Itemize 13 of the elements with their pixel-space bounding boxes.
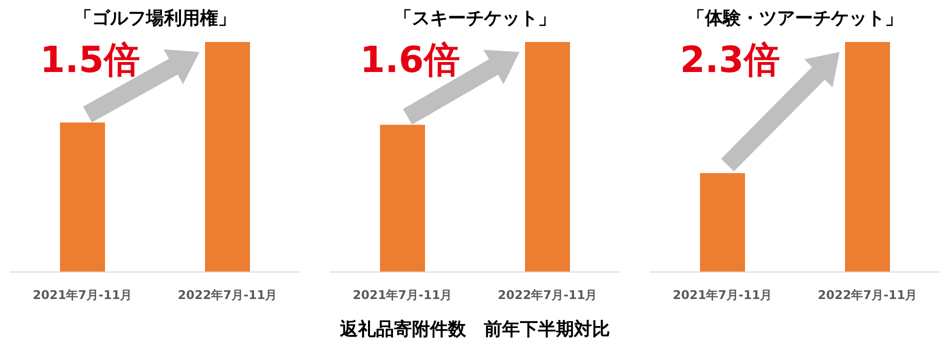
chart-title: 「体験・ツアーチケット」 [687,8,903,29]
x-tick-label: 2021年7月-11月 [672,288,772,302]
x-tick-label: 2022年7月-11月 [178,288,278,302]
annotation: 2.3倍 [680,40,780,81]
x-tick-label: 2022年7月-11月 [818,288,918,302]
x-tick-label: 2021年7月-11月 [32,288,132,302]
x-tick-label: 2022年7月-11月 [498,288,598,302]
chart-title: 「ゴルフ場利用権」 [74,8,236,29]
annotation: 1.6倍 [360,40,460,81]
x-tick-label: 2021年7月-11月 [352,288,452,302]
annotation: 1.5倍 [40,40,140,81]
chart-title: 「スキーチケット」 [394,8,556,29]
text: 返礼品寄附件数 前年下半期対比 [339,319,610,340]
